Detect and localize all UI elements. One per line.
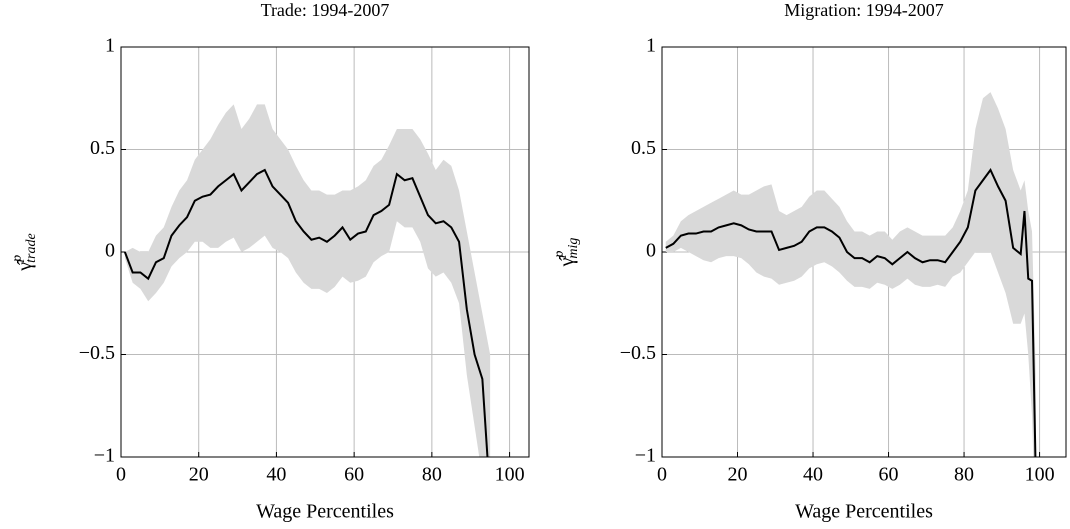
panel: Trade: 1994-2007 Wage Percentiles γ̂ptrade… [10, 0, 530, 523]
estimate-line [123, 168, 489, 457]
y-tick-label: −0.5 [620, 342, 656, 364]
y-label-sub: mig [566, 238, 581, 259]
x-tick-label: 0 [657, 464, 667, 486]
y-tick-label: 1 [105, 35, 115, 57]
y-tick-label: −0.5 [79, 342, 115, 364]
panel-title: Migration: 1994-2007 [784, 0, 944, 20]
x-tick-label: 60 [879, 464, 899, 486]
y-tick-label: 0.5 [90, 137, 115, 159]
x-tick-label: 0 [116, 464, 126, 486]
y-tick-label: −1 [94, 445, 115, 467]
x-tick-label: 80 [954, 464, 974, 486]
panel-title: Trade: 1994-2007 [261, 0, 390, 20]
y-tick-label: 0 [646, 240, 656, 262]
x-tick-label: 60 [344, 464, 364, 486]
x-tick-label: 100 [495, 464, 525, 486]
confidence-band [665, 92, 1036, 457]
y-axis-label: γ̂ptrade [10, 233, 39, 271]
y-label-sup: p [10, 255, 25, 263]
y-label-sup: p [552, 251, 567, 259]
y-label-sub: trade [24, 233, 39, 263]
x-tick-label: 80 [422, 464, 442, 486]
y-axis-label: γ̂pmig [552, 238, 581, 268]
y-tick-label: 1 [646, 35, 656, 57]
panel: Migration: 1994-2007 Wage Percentiles γ̂pm… [552, 0, 1067, 523]
plot-frame [120, 46, 530, 458]
x-tick-label: 40 [266, 464, 286, 486]
x-axis-label: Wage Percentiles [795, 501, 933, 523]
confidence-band [124, 104, 491, 457]
x-tick-label: 100 [1025, 464, 1055, 486]
y-tick-label: −1 [635, 445, 656, 467]
y-tick-label: 0.5 [631, 137, 656, 159]
x-tick-label: 20 [189, 464, 209, 486]
plot-frame [661, 46, 1067, 458]
x-tick-label: 20 [728, 464, 748, 486]
x-axis-label: Wage Percentiles [256, 501, 394, 523]
y-tick-label: 0 [105, 240, 115, 262]
x-tick-label: 40 [803, 464, 823, 486]
estimate-line [665, 168, 1037, 457]
